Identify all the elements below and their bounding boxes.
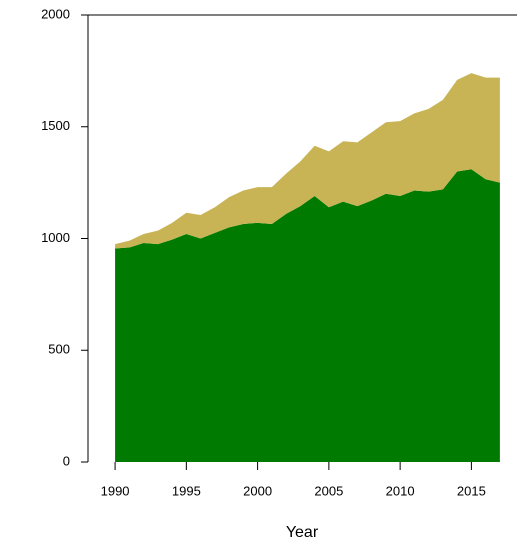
x-tick-label: 2010	[386, 483, 415, 498]
x-tick-label: 2015	[457, 483, 486, 498]
y-tick-label: 500	[48, 342, 70, 357]
y-tick-label: 0	[63, 453, 70, 468]
area	[115, 169, 500, 462]
y-tick-label: 1500	[41, 118, 70, 133]
x-tick-label: 1995	[172, 483, 201, 498]
y-tick-label: 1000	[41, 230, 70, 245]
x-tick-label: 2000	[243, 483, 272, 498]
x-tick-label: 2005	[314, 483, 343, 498]
y-tick-label: 2000	[41, 6, 70, 21]
x-axis-title: Year	[286, 524, 319, 541]
area	[115, 73, 500, 249]
x-tick-label: 1990	[101, 483, 130, 498]
